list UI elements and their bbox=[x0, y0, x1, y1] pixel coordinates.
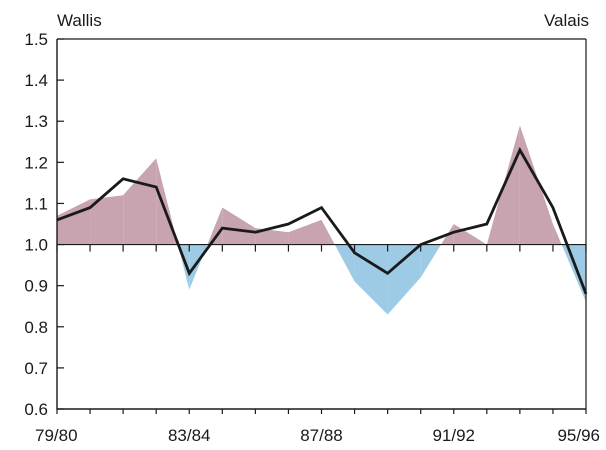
area-segment-above bbox=[222, 207, 256, 245]
x-tick-label: 83/84 bbox=[168, 426, 211, 445]
x-tick-label: 87/88 bbox=[300, 426, 343, 445]
y-tick-label: 1.4 bbox=[24, 71, 48, 90]
y-tick-label: 1.0 bbox=[24, 236, 48, 255]
x-tick-label: 95/96 bbox=[557, 426, 600, 445]
area-segment-above bbox=[156, 158, 178, 245]
y-tick-label: 0.8 bbox=[24, 318, 48, 337]
area-segment-below bbox=[334, 244, 355, 282]
corner-label-left: Wallis bbox=[57, 11, 102, 30]
y-tick-label: 1.2 bbox=[24, 153, 48, 172]
y-tick-label: 0.9 bbox=[24, 277, 48, 296]
y-tick-label: 1.3 bbox=[24, 112, 48, 131]
area-segment-above bbox=[255, 228, 289, 245]
area-segment-above bbox=[57, 199, 91, 245]
line-layer bbox=[56, 146, 588, 295]
area-segment-above bbox=[519, 125, 553, 245]
area-segment-above bbox=[321, 219, 335, 245]
area-segment-above bbox=[453, 224, 487, 245]
area-segment-above bbox=[552, 224, 562, 245]
area-layer bbox=[57, 125, 586, 315]
labels-layer: Wallis Valais 0.6 0.7 0.8 0.9 1.0 1.1 1.2 1.3 1.… bbox=[24, 11, 600, 445]
y-tick-label: 0.7 bbox=[24, 359, 48, 378]
y-tick-label: 1.5 bbox=[24, 30, 48, 49]
area-segment-below bbox=[387, 244, 421, 315]
y-tick-label: 1.1 bbox=[24, 194, 48, 213]
area-segment-above bbox=[486, 125, 520, 245]
area-segment-below bbox=[354, 244, 388, 315]
area-segment-below bbox=[561, 244, 586, 303]
y-tick-label: 0.6 bbox=[24, 400, 48, 419]
area-segment-below bbox=[177, 244, 190, 290]
area-segment-above bbox=[123, 158, 157, 245]
area-segment-above bbox=[288, 219, 322, 245]
x-tick-label: 91/92 bbox=[432, 426, 475, 445]
area-segment-below bbox=[420, 244, 442, 278]
area-segment-above bbox=[90, 195, 124, 245]
axes-layer bbox=[56, 38, 587, 414]
corner-label-right: Valais bbox=[544, 11, 589, 30]
x-tick-label: 79/80 bbox=[35, 426, 78, 445]
